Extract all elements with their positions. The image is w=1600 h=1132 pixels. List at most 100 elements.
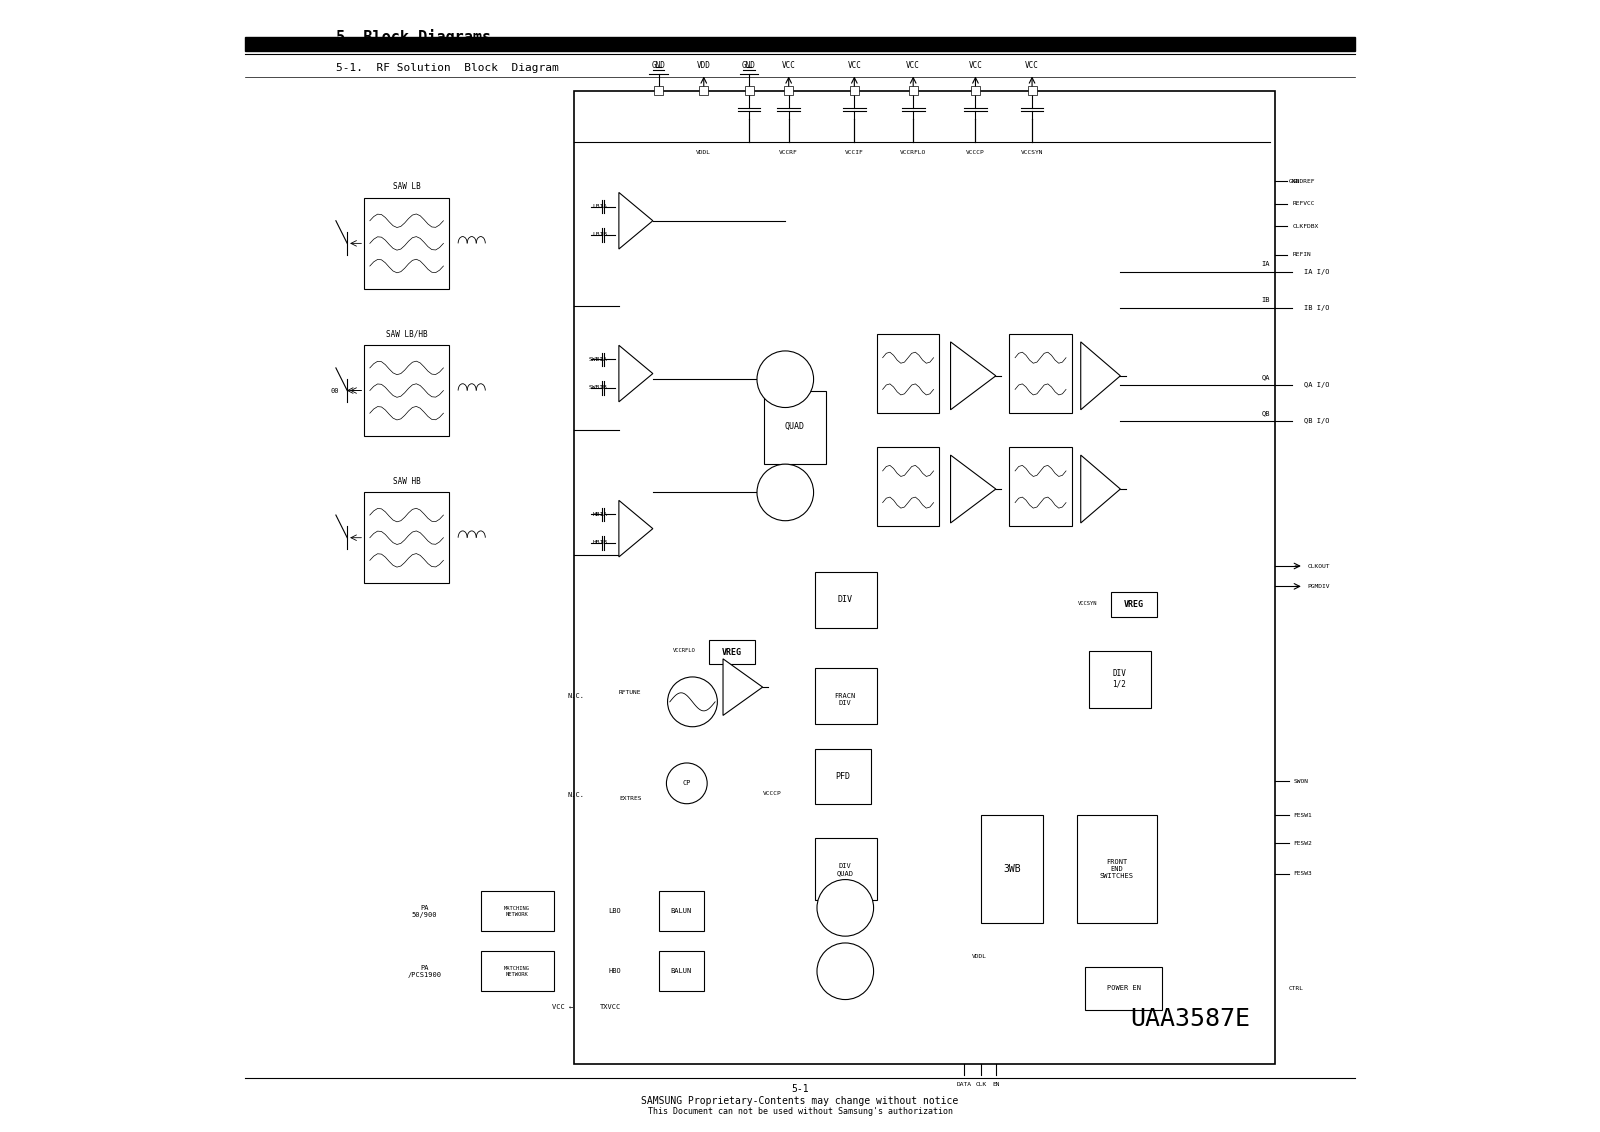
Text: FRACN
DIV: FRACN DIV [835,693,856,706]
FancyBboxPatch shape [1010,447,1072,526]
FancyBboxPatch shape [981,815,1043,923]
Text: SWON: SWON [1293,779,1309,783]
Text: PA
50/900: PA 50/900 [411,904,437,918]
Text: VCC: VCC [848,61,861,70]
Text: IB: IB [1261,297,1270,303]
FancyBboxPatch shape [365,492,450,583]
Text: VCCRFLO: VCCRFLO [674,649,696,653]
FancyBboxPatch shape [1112,592,1157,617]
Text: EXTRES: EXTRES [619,796,642,800]
Text: This Document can not be used without Samsung's authorization: This Document can not be used without Sa… [648,1107,952,1116]
Text: SWBIB: SWBIB [589,385,608,391]
Text: VCCRF: VCCRF [779,151,798,155]
FancyBboxPatch shape [814,838,877,900]
Text: VCCIF: VCCIF [845,151,864,155]
Text: 5-1.  RF Solution  Block  Diagram: 5-1. RF Solution Block Diagram [336,63,558,72]
FancyBboxPatch shape [1088,651,1150,708]
Text: FRONT
END
SWITCHES: FRONT END SWITCHES [1099,859,1134,880]
Text: VCCSYN: VCCSYN [1021,151,1043,155]
Text: DIV
1/2: DIV 1/2 [1112,669,1126,689]
Text: VCCCP: VCCCP [763,791,781,796]
Polygon shape [1080,342,1120,410]
Polygon shape [950,455,995,523]
FancyBboxPatch shape [1085,967,1162,1010]
FancyBboxPatch shape [365,345,450,436]
FancyBboxPatch shape [709,640,755,664]
Text: BALUN: BALUN [670,968,691,975]
Bar [971,86,979,95]
Text: LBO: LBO [608,908,621,915]
Text: GND: GND [651,61,666,70]
FancyBboxPatch shape [814,668,877,724]
Circle shape [667,677,717,727]
FancyBboxPatch shape [480,951,554,990]
Bar [245,37,1355,51]
Text: IB I/O: IB I/O [1304,305,1330,311]
Text: SAMSUNG Proprietary-Contents may change without notice: SAMSUNG Proprietary-Contents may change … [642,1097,958,1106]
FancyBboxPatch shape [480,891,554,931]
Text: PGMDIV: PGMDIV [1307,584,1330,589]
Bar [850,86,859,95]
Text: VDDL: VDDL [971,954,986,959]
Text: FESW1: FESW1 [1293,813,1312,817]
FancyBboxPatch shape [814,749,872,804]
Text: VCCRFLO: VCCRFLO [901,151,926,155]
Polygon shape [950,342,995,410]
Text: N.C.: N.C. [568,791,586,798]
Text: REFIN: REFIN [1293,252,1310,257]
Text: VCC: VCC [968,61,982,70]
FancyBboxPatch shape [814,572,877,628]
Text: N.C.: N.C. [568,693,586,700]
Text: CLKFDBX: CLKFDBX [1293,224,1318,229]
Text: VCC: VCC [906,61,920,70]
Text: SAW LB: SAW LB [392,182,421,191]
Text: 00: 00 [331,387,339,394]
FancyBboxPatch shape [1010,334,1072,413]
Polygon shape [619,345,653,402]
Bar [909,86,918,95]
FancyBboxPatch shape [877,334,939,413]
Text: LBIB: LBIB [592,232,608,238]
Bar [744,86,754,95]
Text: VDD: VDD [698,61,710,70]
Polygon shape [723,659,763,715]
Text: DIV: DIV [838,595,853,604]
Text: VCC: VCC [1026,61,1038,70]
Text: 5. Block Diagrams: 5. Block Diagrams [336,29,491,45]
Text: VCCCP: VCCCP [966,151,986,155]
Text: DATA: DATA [957,1082,971,1087]
Text: REFVCC: REFVCC [1293,201,1315,206]
Bar [1027,86,1037,95]
Text: POWER EN: POWER EN [1107,985,1141,992]
Text: MATCHING
NETWORK: MATCHING NETWORK [504,966,530,977]
FancyBboxPatch shape [763,391,826,464]
Text: HBIA: HBIA [592,512,608,517]
Text: VCC: VCC [782,61,795,70]
Text: PFD: PFD [835,772,851,781]
Polygon shape [619,192,653,249]
FancyBboxPatch shape [1077,815,1157,923]
Text: MATCHING
NETWORK: MATCHING NETWORK [504,906,530,917]
Text: HBO: HBO [608,968,621,975]
Text: IA: IA [1261,260,1270,267]
Text: PA
/PCS1900: PA /PCS1900 [406,964,442,978]
Text: QUAD: QUAD [784,422,805,431]
Text: BALUN: BALUN [670,908,691,915]
Text: VCC ←: VCC ← [552,1004,573,1011]
Text: QB: QB [1261,410,1270,417]
Text: 3WB: 3WB [1003,865,1021,874]
Text: CLKOUT: CLKOUT [1307,564,1330,568]
Circle shape [818,943,874,1000]
Polygon shape [619,500,653,557]
Text: SAW HB: SAW HB [392,477,421,486]
Text: HBIB: HBIB [592,540,608,546]
Circle shape [757,351,813,408]
Text: FESW3: FESW3 [1293,872,1312,876]
Text: GNDREF: GNDREF [1293,179,1315,183]
Text: CLK: CLK [976,1082,987,1087]
Text: VCCSYN: VCCSYN [1078,601,1098,606]
Text: EN: EN [992,1082,1000,1087]
Circle shape [667,763,707,804]
Text: UAA3587E: UAA3587E [1131,1006,1251,1031]
Circle shape [757,464,813,521]
